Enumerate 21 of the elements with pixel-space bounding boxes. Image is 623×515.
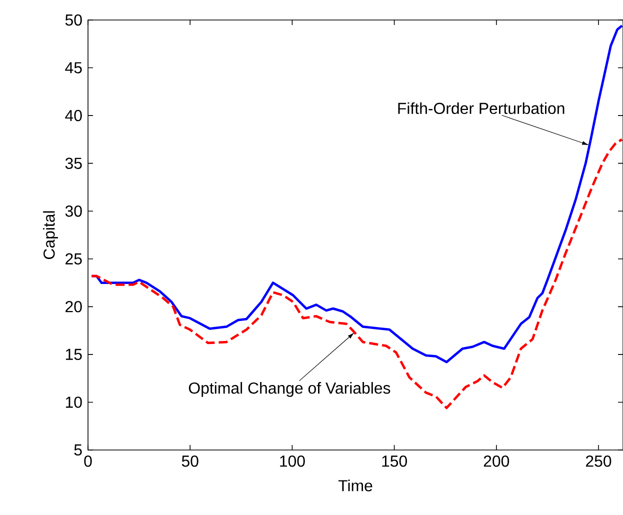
y-tick-label: 5 <box>74 444 82 456</box>
y-tick-label: 10 <box>66 396 82 408</box>
y-tick-label: 40 <box>65 110 82 122</box>
y-tick-label: 35 <box>65 158 82 169</box>
annotation: Optimal Change of Variables <box>188 382 390 397</box>
x-tick-label: 150 <box>382 456 407 467</box>
y-tick-label: 45 <box>65 62 82 74</box>
x-tick-label: 50 <box>182 456 198 467</box>
y-tick-label: 50 <box>65 14 82 26</box>
x-axis-title: Time <box>338 480 372 492</box>
x-tick-label: 250 <box>586 456 612 467</box>
y-axis-title: Capital <box>43 211 58 259</box>
x-tick-label: 100 <box>280 456 305 467</box>
y-tick-label: 25 <box>66 253 82 265</box>
y-tick-label: 15 <box>66 348 82 360</box>
y-tick-label: 20 <box>66 301 82 312</box>
x-tick-label: 0 <box>84 456 92 467</box>
annotation: Fifth-Order Perturbation <box>398 102 564 114</box>
line-series <box>90 138 623 410</box>
x-tick-label: 200 <box>484 456 510 467</box>
y-tick-label: 30 <box>65 205 82 217</box>
